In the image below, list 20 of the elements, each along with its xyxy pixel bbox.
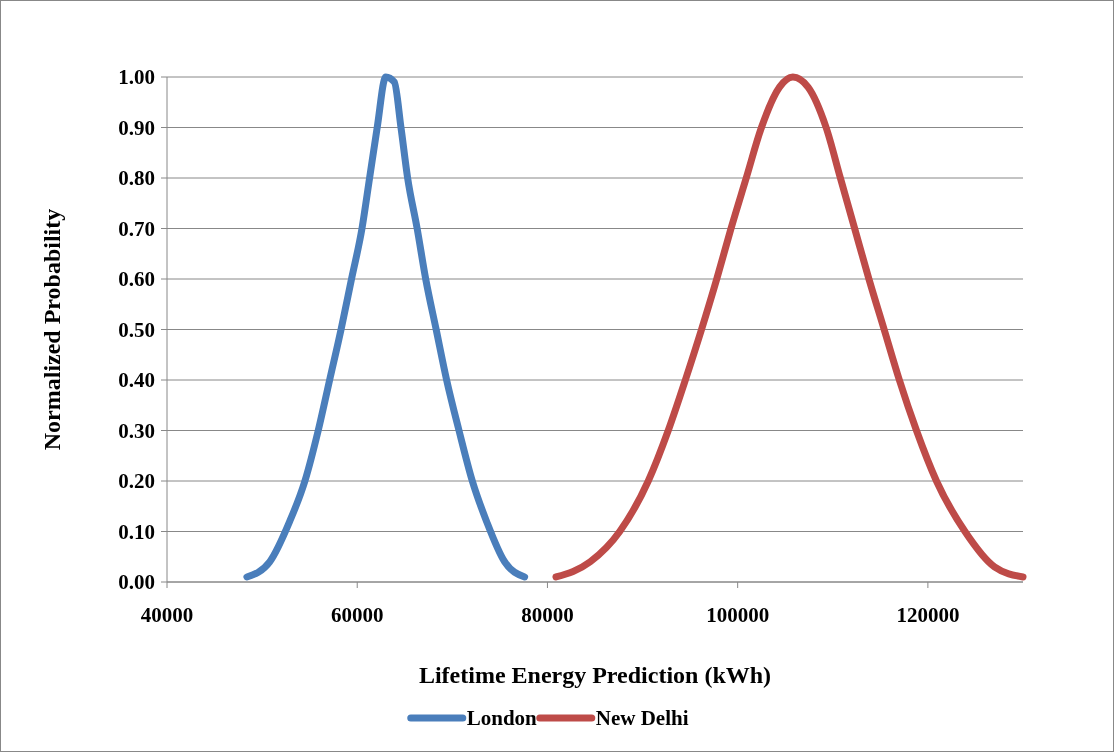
legend-label: New Delhi [595, 706, 689, 731]
y-tick-label: 0.30 [118, 418, 155, 443]
y-tick-label: 0.80 [118, 166, 155, 191]
y-tick-label: 0.20 [118, 469, 155, 494]
y-tick-label: 0.40 [118, 368, 155, 393]
y-tick-label: 0.70 [118, 216, 155, 241]
x-tick-label: 60000 [330, 603, 384, 627]
y-tick-label: 0.60 [118, 267, 155, 292]
y-axis-title: Normalized Probability [39, 208, 65, 451]
x-tick-label: 120000 [896, 603, 960, 627]
y-tick-label: 0.10 [118, 519, 155, 544]
x-tick-label: 80000 [521, 603, 574, 627]
y-tick-label: 0.90 [118, 115, 155, 140]
y-tick-label: 0.00 [118, 570, 155, 595]
y-tick-label: 1.00 [118, 65, 155, 90]
x-axis-title: Lifetime Energy Prediction (kWh) [418, 662, 772, 688]
legend-label: London [466, 706, 538, 731]
x-tick-label: 40000 [140, 603, 194, 627]
y-tick-label: 0.50 [118, 317, 155, 342]
x-tick-label: 100000 [706, 603, 770, 627]
